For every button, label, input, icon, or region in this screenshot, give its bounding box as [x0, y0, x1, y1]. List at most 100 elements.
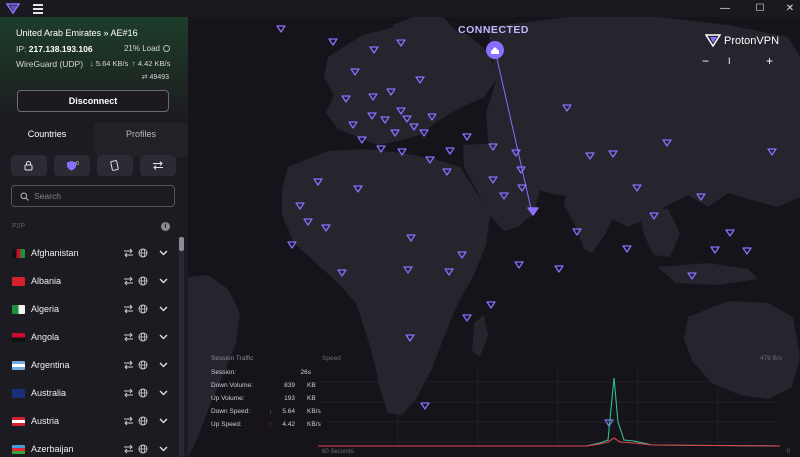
chevron-down-icon[interactable] [159, 446, 168, 452]
stat-unit: KB [307, 382, 316, 389]
country-name: Argentina [31, 360, 70, 370]
flag-austria-icon [12, 417, 25, 426]
time-window-label: 60 Seconds [322, 449, 354, 455]
sessions-count: ⇄ 49493 [141, 74, 169, 81]
country-name: Angola [31, 332, 60, 342]
search-box[interactable] [11, 185, 175, 207]
globe-icon [138, 276, 148, 286]
p2p-icon [124, 416, 133, 426]
section-header-p2p: P2P [12, 223, 26, 230]
maximize-button[interactable]: ☐ [755, 3, 765, 14]
chevron-down-icon[interactable] [159, 306, 168, 312]
list-item-angola[interactable]: Angola [0, 324, 180, 352]
country-list-scrollbar[interactable] [179, 237, 184, 457]
country-name: Austria [31, 416, 60, 426]
chevron-down-icon[interactable] [159, 418, 168, 424]
download-speed: ↓ 5.64 KB/s [90, 59, 129, 68]
stat-label: Up Speed: [211, 421, 242, 428]
disconnect-button[interactable]: Disconnect [17, 90, 169, 112]
p2p-icon [124, 332, 133, 342]
zoom-in-button[interactable]: + [766, 54, 774, 68]
flag-algeria-icon [12, 305, 25, 314]
info-icon[interactable]: i [161, 222, 170, 231]
list-item-austria[interactable]: Austria [0, 408, 180, 436]
globe-icon [138, 332, 148, 342]
list-item-albania[interactable]: Albania [0, 268, 180, 296]
list-item-afghanistan[interactable]: Afghanistan [0, 240, 180, 268]
stat-up-volume: Up Volume: 193 KB [211, 395, 321, 407]
connected-server-label: United Arab Emirates » AE#16 [16, 28, 138, 38]
country-name: Algeria [31, 304, 60, 314]
chevron-down-icon[interactable] [159, 278, 168, 284]
tab-countries[interactable]: Countries [0, 123, 94, 157]
list-item-algeria[interactable]: Algeria [0, 296, 180, 324]
flag-australia-icon [12, 389, 25, 398]
country-name: Afghanistan [31, 248, 79, 258]
secure-core-filter-button[interactable] [11, 155, 47, 176]
upload-speed: ↑ 4.42 KB/s [132, 59, 171, 68]
flag-angola-icon [12, 333, 25, 342]
list-item-australia[interactable]: Australia [0, 380, 180, 408]
stat-label: Down Speed: [211, 408, 251, 415]
ip-label: IP: [16, 44, 27, 54]
connection-panel: United Arab Emirates » AE#16 IP: 217.138… [0, 17, 188, 119]
stat-up-speed: Up Speed: ↑ 4.42 KB/s [211, 421, 321, 433]
download-arrow-icon: ↓ [269, 408, 273, 415]
session-traffic-title: Session Traffic [211, 355, 254, 362]
globe-icon [138, 444, 148, 454]
stat-label: Session: [211, 369, 236, 376]
globe-icon [138, 360, 148, 370]
p2p-icon [124, 304, 133, 314]
zero-axis-label: 0 [786, 449, 790, 455]
streaming-filter-button[interactable] [97, 155, 133, 176]
p2p-filter-button[interactable] [140, 155, 176, 176]
brand-name: ProtonVPN [724, 35, 780, 47]
protocol-label: WireGuard (UDP) [16, 59, 84, 69]
globe-icon [138, 416, 148, 426]
world-map[interactable]: CONNECTED ProtonVPN − I + Session Traffi… [188, 17, 800, 457]
menu-icon[interactable] [33, 4, 43, 14]
session-traffic-panel: Session Traffic Session: 26s Down Volume… [208, 352, 798, 457]
stat-session: Session: 26s [211, 369, 321, 381]
tor-filter-button[interactable]: 0 [54, 155, 90, 176]
list-item-azerbaijan[interactable]: Azerbaijan [0, 436, 180, 457]
stat-unit: KB/s [307, 408, 321, 415]
chevron-down-icon[interactable] [159, 390, 168, 396]
speed-chart-max: 479 B/s [759, 355, 782, 362]
tor-badge: 0 [76, 161, 79, 167]
scrollbar-thumb[interactable] [179, 237, 184, 251]
p2p-icon [124, 360, 133, 370]
p2p-icon [124, 248, 133, 258]
stat-value: 193 [284, 395, 295, 402]
chevron-down-icon[interactable] [159, 362, 168, 368]
title-bar: — ☐ ✕ [0, 0, 800, 17]
country-name: Australia [31, 388, 67, 398]
load-ring-icon [163, 45, 170, 52]
chevron-down-icon[interactable] [159, 334, 168, 340]
stat-label: Down Volume: [211, 382, 253, 389]
chevron-down-icon[interactable] [159, 250, 168, 256]
stat-unit: KB/s [307, 421, 321, 428]
globe-icon [138, 388, 148, 398]
speed-chart-title: Speed [322, 355, 341, 362]
sidebar: United Arab Emirates » AE#16 IP: 217.138… [0, 17, 188, 457]
tab-profiles[interactable]: Profiles [94, 123, 188, 157]
list-item-argentina[interactable]: Argentina [0, 352, 180, 380]
p2p-icon [124, 444, 133, 454]
stat-down-speed: Down Speed: ↓ 5.64 KB/s [211, 408, 321, 420]
flag-argentina-icon [12, 361, 25, 370]
stat-value: 4.42 [282, 421, 295, 428]
flag-afghanistan-icon [12, 249, 25, 258]
load-value: 21% Load [123, 44, 160, 53]
speed-chart: Speed 479 B/s 60 Seconds 0 [318, 352, 790, 457]
minimize-button[interactable]: — [720, 3, 730, 14]
world-map-shapes [188, 17, 800, 457]
search-icon [20, 192, 29, 201]
zoom-out-button[interactable]: − [702, 54, 710, 68]
feature-filters: 0 [11, 155, 177, 177]
country-name: Azerbaijan [31, 444, 74, 454]
zoom-controls: − I + [702, 54, 782, 70]
close-button[interactable]: ✕ [785, 3, 795, 14]
search-input[interactable] [34, 189, 164, 203]
flag-azerbaijan-icon [12, 445, 25, 454]
